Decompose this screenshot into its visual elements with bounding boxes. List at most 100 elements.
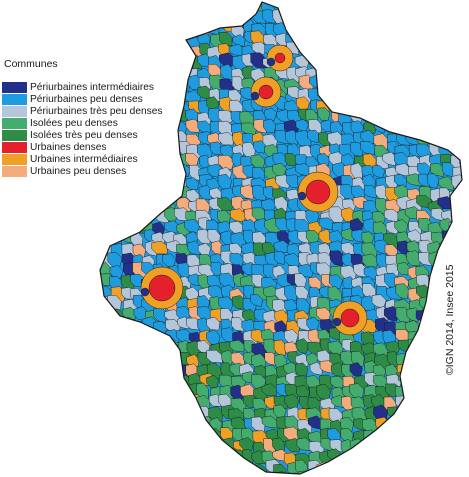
commune-cell (429, 441, 444, 458)
commune-cell (66, 273, 82, 289)
commune-cell (0, 10, 12, 22)
commune-cell (155, 23, 170, 39)
commune-cell (100, 2, 114, 18)
periurban-intermediate-cell (266, 57, 276, 67)
commune-cell (174, 384, 190, 400)
urban-dense-core (148, 274, 176, 302)
commune-cell (351, 75, 366, 88)
commune-cell (332, 13, 346, 26)
commune-cell (131, 8, 146, 23)
commune-cell (54, 365, 69, 377)
commune-cell (100, 349, 115, 366)
commune-cell (415, 352, 431, 367)
commune-cell (397, 408, 413, 423)
commune-cell (76, 264, 90, 279)
commune-cell (231, 317, 245, 332)
commune-cell (1, 329, 17, 345)
commune-cell (67, 440, 82, 456)
commune-cell (107, 221, 124, 238)
commune-cell (330, 462, 346, 474)
commune-cell (79, 464, 95, 477)
commune-cell (166, 22, 180, 38)
commune-cell (78, 362, 92, 376)
commune-cell (295, 362, 308, 377)
commune-cell (395, 42, 412, 58)
commune-cell (143, 187, 158, 202)
commune-cell (373, 19, 387, 36)
commune-cell (0, 178, 11, 192)
commune-cell (218, 154, 235, 170)
commune-cell (119, 188, 136, 203)
commune-cell (43, 13, 57, 27)
commune-cell (100, 452, 113, 467)
commune-cell (177, 2, 191, 11)
commune-cell (54, 0, 66, 15)
commune-cell (100, 372, 106, 389)
commune-cell (185, 430, 199, 445)
commune-cell (448, 383, 462, 397)
commune-cell (111, 429, 126, 443)
commune-cell (13, 439, 27, 454)
commune-cell (21, 241, 34, 255)
commune-cell (32, 42, 46, 54)
commune-cell (141, 12, 155, 29)
commune-cell (298, 2, 313, 13)
commune-cell (429, 288, 442, 304)
commune-cell (144, 340, 157, 356)
commune-cell (23, 343, 37, 357)
legend-item: Périurbaines intermédiaires (2, 82, 163, 93)
commune-cell (67, 187, 82, 199)
commune-cell (130, 349, 145, 366)
commune-cell (0, 363, 14, 378)
commune-cell (100, 373, 111, 387)
commune-cell (217, 470, 233, 474)
commune-cell (108, 473, 123, 474)
commune-cell (383, 63, 399, 79)
commune-cell (78, 211, 91, 225)
commune-cell (218, 132, 235, 146)
commune-cell (12, 361, 26, 374)
commune-cell (56, 252, 71, 264)
commune-cell (251, 450, 265, 465)
commune-cell (427, 450, 443, 466)
commune-cell (461, 316, 462, 333)
commune-cell (42, 310, 54, 322)
commune-cell (119, 12, 134, 28)
commune-cell (274, 471, 289, 474)
commune-cell (120, 222, 134, 238)
commune-cell (57, 396, 71, 409)
commune-cell (34, 20, 48, 33)
commune-cell (163, 350, 178, 365)
commune-cell (109, 264, 124, 279)
commune-cell (45, 185, 61, 198)
commune-cell (100, 306, 102, 320)
commune-cell (186, 2, 200, 15)
commune-cell (382, 57, 399, 71)
commune-cell (459, 141, 462, 154)
commune-cell (2, 189, 17, 202)
commune-cell (0, 427, 14, 440)
commune-cell (108, 328, 121, 343)
urban-dense-core (258, 84, 274, 100)
commune-cell (11, 0, 24, 15)
commune-cell (438, 426, 454, 443)
commune-cell (100, 176, 113, 192)
commune-cell (461, 450, 462, 466)
commune-cell (340, 461, 355, 474)
commune-cell (437, 88, 453, 105)
commune-cell (166, 430, 181, 444)
commune-cell (13, 472, 27, 477)
commune-cell (153, 63, 171, 79)
commune-cell (64, 11, 78, 24)
commune-cell (67, 0, 82, 14)
commune-cell (123, 328, 138, 344)
commune-cell (428, 463, 443, 474)
commune-cell (363, 97, 379, 111)
legend-swatch (2, 154, 27, 165)
commune-cell (397, 442, 414, 456)
commune-cell (253, 472, 269, 474)
commune-cell (460, 32, 462, 46)
commune-cell (372, 2, 386, 16)
commune-cell (441, 451, 459, 468)
commune-cell (100, 230, 102, 245)
